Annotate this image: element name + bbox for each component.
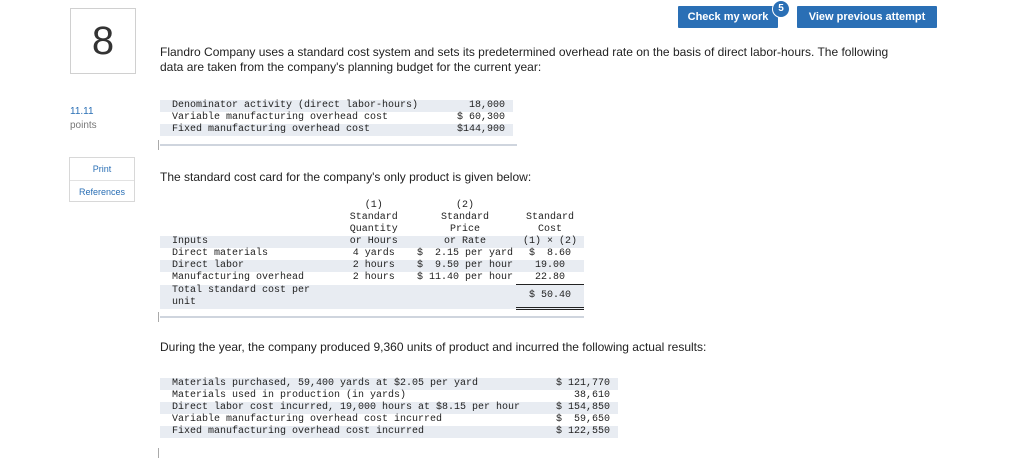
col-header: Quantity (349, 224, 398, 235)
print-link[interactable]: Print (92, 164, 112, 174)
references-link[interactable]: References (70, 180, 134, 203)
std-price: $ 9.50 per hour (416, 260, 513, 271)
table-row: Quantity Price Cost (160, 224, 584, 236)
budget-label: Denominator activity (direct labor-hours… (172, 100, 419, 111)
col-header: (1) (364, 200, 383, 211)
table-row: Materials purchased, 59,400 yards at $2.… (160, 378, 619, 390)
table-row: Fixed manufacturing overhead cost incurr… (160, 426, 619, 438)
budget-label: Variable manufacturing overhead cost (172, 112, 389, 123)
total-label: Total standard cost per (172, 284, 311, 296)
std-cost: 19.00 (534, 260, 565, 271)
intro-text: Flandro Company uses a standard cost sys… (160, 45, 889, 74)
col-header: (2) (455, 200, 474, 211)
col-header: or Hours (349, 236, 398, 247)
col-header: Standard (349, 212, 398, 223)
table-divider (158, 312, 159, 322)
col-header: or Rate (443, 236, 486, 247)
actual-value: $ 154,850 (556, 402, 611, 413)
budget-value: $144,900 (457, 124, 506, 135)
table-row: Inputs or Hours or Rate (1) × (2) (160, 236, 584, 248)
table-divider (158, 140, 159, 150)
col-header: (1) × (2) (522, 236, 577, 247)
actual-label: Variable manufacturing overhead cost inc… (172, 414, 443, 425)
col-header: Price (449, 224, 480, 235)
actual-label: Materials used in production (in yards) (172, 390, 407, 401)
actual-value: $ 122,550 (556, 426, 611, 437)
actual-value: 38,610 (574, 390, 611, 401)
standard-cost-card: (1) (2) Standard Standard Standard Quant… (160, 200, 584, 310)
std-cost: $ 8.60 (528, 248, 571, 259)
actual-label: Fixed manufacturing overhead cost incurr… (172, 426, 425, 437)
col-header: Cost (537, 224, 562, 235)
std-quantity: 4 yards (352, 248, 395, 259)
std-quantity: 2 hours (352, 260, 395, 271)
table-row: Materials used in production (in yards) … (160, 390, 618, 402)
budget-label: Fixed manufacturing overhead cost (172, 124, 371, 135)
actual-intro-text: During the year, the company produced 9,… (160, 340, 707, 354)
budget-table: Denominator activity (direct labor-hours… (160, 100, 517, 136)
table-row: (1) (2) (160, 200, 584, 212)
table-divider (160, 144, 517, 146)
budget-value: $ 60,300 (457, 112, 506, 123)
table-row: Denominator activity (direct labor-hours… (160, 100, 514, 112)
actual-value: $ 121,770 (556, 378, 611, 389)
actual-value: $ 59,650 (556, 414, 611, 425)
std-price: $ 11.40 per hour (416, 272, 513, 284)
view-previous-attempt-button[interactable]: View previous attempt (797, 6, 937, 28)
actual-label: Materials purchased, 59,400 yards at $2.… (172, 378, 479, 389)
check-my-work-button[interactable]: Check my work (678, 6, 778, 28)
std-quantity: 2 hours (352, 272, 395, 284)
budget-value: 18,000 (469, 100, 506, 111)
table-row: Variable manufacturing overhead cost inc… (160, 414, 618, 426)
table-row: Standard Standard Standard (160, 212, 584, 224)
table-row: Direct labor 2 hours $ 9.50 per hour 19.… (160, 260, 584, 272)
side-links-panel: Print References (69, 157, 135, 202)
table-divider (158, 448, 159, 458)
col-header: Standard (525, 212, 574, 223)
table-row: Direct materials 4 yards $ 2.15 per yard… (160, 248, 584, 260)
total-label: unit (172, 296, 197, 308)
input-name: Direct materials (172, 248, 269, 259)
question-number: 8 (70, 8, 136, 74)
std-price: $ 2.15 per yard (416, 248, 513, 259)
table-row: Manufacturing overhead 2 hours $ 11.40 p… (160, 272, 584, 285)
std-cost: 22.80 (516, 272, 584, 285)
card-intro-text: The standard cost card for the company's… (160, 170, 532, 184)
check-count-badge: 5 (772, 0, 790, 18)
actual-label: Direct labor cost incurred, 19,000 hours… (172, 402, 521, 413)
table-divider (160, 316, 584, 318)
total-cost: $ 50.40 (516, 284, 584, 310)
table-row: Direct labor cost incurred, 19,000 hours… (160, 402, 619, 414)
table-row: Fixed manufacturing overhead cost $144,9… (160, 124, 514, 136)
points-label: points (70, 120, 97, 131)
col-header: Inputs (172, 236, 209, 247)
table-row: Total standard cost per $ 50.40 (160, 284, 584, 310)
actual-results-table: Materials purchased, 59,400 yards at $2.… (160, 378, 620, 438)
col-header: Standard (440, 212, 489, 223)
table-row: Variable manufacturing overhead cost $ 6… (160, 112, 513, 124)
points-value: 11.11 (70, 106, 94, 117)
input-name: Manufacturing overhead (172, 272, 305, 284)
table-row: unit (160, 296, 584, 309)
input-name: Direct labor (172, 260, 245, 271)
